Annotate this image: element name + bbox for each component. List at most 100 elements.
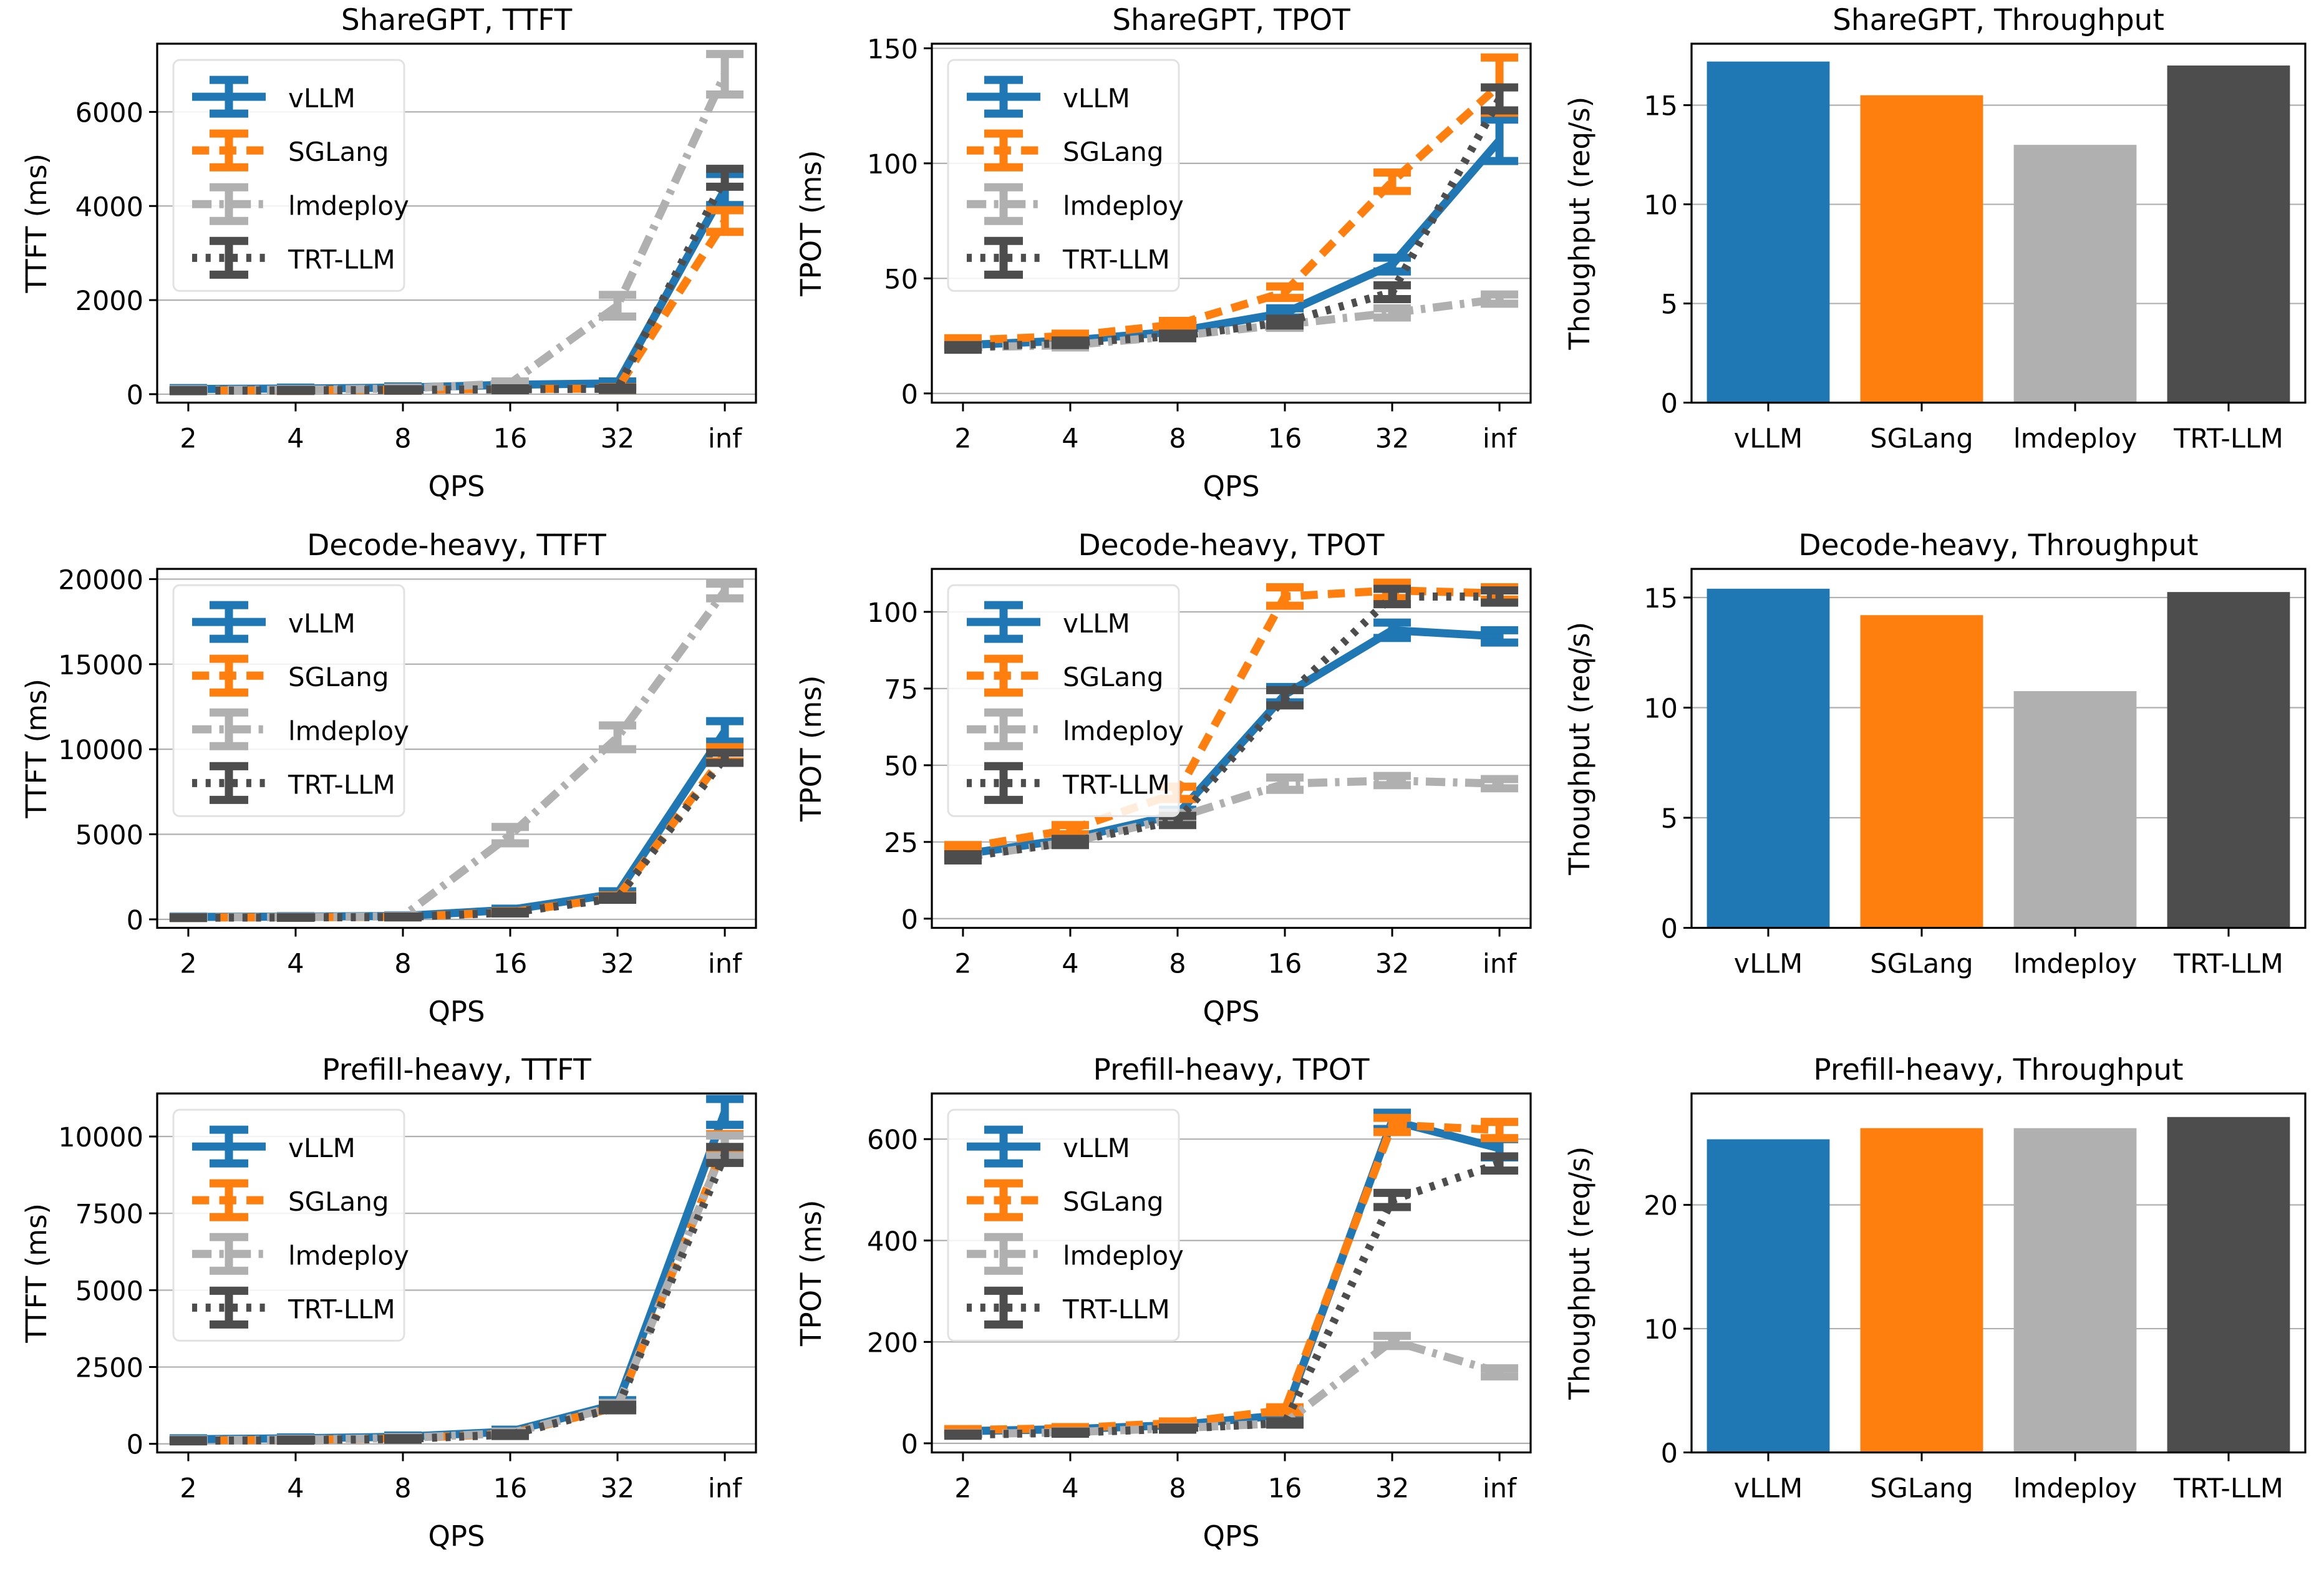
error-bar: [1481, 290, 1519, 308]
y-tick-label: 6000: [75, 97, 143, 128]
x-tick-label: 4: [287, 1473, 304, 1505]
y-tick-label: 400: [867, 1226, 918, 1258]
error-bar: [706, 206, 744, 236]
legend-box: [947, 584, 1180, 817]
y-tick-label: 0: [127, 905, 143, 936]
x-tick-label: inf: [1483, 1473, 1517, 1505]
y-axis-label: TTFT (ms): [20, 1203, 53, 1344]
error-bar: [1051, 336, 1089, 349]
legend-item-vLLM[interactable]: vLLM: [192, 601, 356, 643]
x-tick-label: 8: [1169, 948, 1186, 979]
legend-label: TRT-LLM: [1062, 244, 1170, 274]
legend-item-lmdeploy[interactable]: lmdeploy: [967, 708, 1184, 750]
error-bar: [706, 579, 744, 603]
legend-item-SGLang[interactable]: SGLang: [967, 654, 1164, 697]
error-bar: [944, 850, 982, 865]
legend-item-lmdeploy[interactable]: lmdeploy: [192, 708, 409, 750]
bar-rect: [1860, 1128, 1983, 1453]
x-tick-label: lmdeploy: [2013, 424, 2138, 455]
legend-item-vLLM[interactable]: vLLM: [967, 1125, 1130, 1168]
x-tick-label: 2: [954, 948, 971, 979]
error-bar: [384, 1434, 422, 1444]
bar-rect: [1707, 1139, 1830, 1453]
legend-label: lmdeploy: [1063, 715, 1184, 746]
legend-item-vLLM[interactable]: vLLM: [967, 601, 1130, 643]
bar-SGLang: [1860, 614, 1983, 928]
x-tick-label: 2: [180, 424, 196, 455]
legend-label: SGLang: [1063, 662, 1164, 692]
legend-item-TRT-LLM[interactable]: TRT-LLM: [192, 762, 395, 804]
panel-decode-tpot: Decode-heavy, TPOT 0 25 50 75 100 TPOT (ms) 2 4 8…: [775, 525, 1549, 1050]
legend-item-TRT-LLM[interactable]: TRT-LLM: [967, 236, 1170, 279]
bar-vLLM: [1707, 61, 1830, 403]
panel-prefill-ttft: Prefill-heavy, TTFT 0 2500 5000 7500 10000 TTF…: [0, 1050, 775, 1575]
x-tick-label: 16: [493, 424, 528, 455]
legend-item-TRT-LLM[interactable]: TRT-LLM: [967, 1287, 1170, 1329]
legend-item-TRT-LLM[interactable]: TRT-LLM: [967, 762, 1170, 804]
error-bar: [1373, 584, 1411, 608]
x-tick-label: 32: [1375, 1473, 1410, 1505]
legend-item-SGLang[interactable]: SGLang: [967, 129, 1164, 172]
y-tick-label: 10: [1644, 1314, 1678, 1345]
x-tick-label: SGLang: [1870, 948, 1973, 979]
legend-item-lmdeploy[interactable]: lmdeploy: [967, 183, 1184, 225]
x-tick-label: inf: [708, 424, 742, 455]
y-tick-label: 5: [1661, 289, 1678, 321]
error-bar: [706, 748, 744, 767]
y-tick-label: 0: [1661, 913, 1678, 944]
x-tick-label: 8: [1169, 1473, 1186, 1505]
x-tick-label: vLLM: [1734, 1473, 1803, 1505]
series-TRT-LLM: [944, 1152, 1519, 1440]
error-bar: [1481, 1118, 1519, 1143]
legend: vLLM SGLang lmdeploy TRT-LLM: [947, 59, 1184, 292]
bar-lmdeploy: [2013, 691, 2137, 928]
legend-box: [947, 1108, 1180, 1342]
legend-label: TRT-LLM: [1062, 769, 1170, 800]
legend-item-lmdeploy[interactable]: lmdeploy: [967, 1233, 1184, 1276]
legend: vLLM SGLang lmdeploy TRT-LLM: [172, 1108, 409, 1342]
bar-lmdeploy: [2013, 145, 2137, 403]
y-tick-label: 10: [1644, 693, 1678, 724]
error-bar: [1481, 775, 1519, 792]
x-tick-label: 4: [1062, 1473, 1078, 1505]
x-tick-label: 32: [1375, 948, 1410, 979]
panel-title: Decode-heavy, TTFT: [307, 528, 606, 563]
legend-item-TRT-LLM[interactable]: TRT-LLM: [192, 1287, 395, 1329]
y-tick-label: 100: [867, 598, 918, 629]
bar-TRT-LLM: [2167, 1117, 2290, 1453]
legend-item-vLLM[interactable]: vLLM: [192, 1125, 356, 1168]
legend-item-TRT-LLM[interactable]: TRT-LLM: [192, 236, 395, 279]
y-tick-label: 100: [867, 149, 918, 180]
legend-label: SGLang: [288, 662, 389, 692]
error-bar: [384, 912, 422, 921]
legend-label: TRT-LLM: [1062, 1294, 1170, 1325]
legend-item-vLLM[interactable]: vLLM: [967, 75, 1130, 118]
plot-frame: [931, 568, 1532, 929]
error-bar: [599, 291, 637, 321]
legend-item-vLLM[interactable]: vLLM: [192, 75, 356, 118]
legend-item-lmdeploy[interactable]: lmdeploy: [192, 1233, 409, 1276]
legend-item-SGLang[interactable]: SGLang: [192, 1179, 389, 1222]
legend-label: TRT-LLM: [288, 1294, 395, 1325]
legend-label: vLLM: [288, 608, 356, 639]
x-tick-label: vLLM: [1734, 424, 1803, 455]
legend-item-lmdeploy[interactable]: lmdeploy: [192, 183, 409, 225]
legend-item-SGLang[interactable]: SGLang: [192, 654, 389, 697]
bar-rect: [1707, 588, 1830, 928]
legend-label: vLLM: [1063, 608, 1130, 639]
legend-label: lmdeploy: [1063, 1241, 1184, 1271]
bar-vLLM: [1707, 1139, 1830, 1453]
error-bar: [1051, 1428, 1089, 1438]
legend-item-SGLang[interactable]: SGLang: [192, 129, 389, 172]
y-axis-label: Thoughput (req/s): [1563, 97, 1596, 351]
series-TRT-LLM: [169, 1143, 744, 1446]
y-tick-label: 20: [1644, 1191, 1678, 1222]
y-tick-label: 0: [901, 1429, 918, 1460]
y-tick-label: 25: [884, 827, 918, 858]
legend-item-SGLang[interactable]: SGLang: [967, 1179, 1164, 1222]
x-tick-label: inf: [708, 1473, 742, 1505]
plot-frame: [1690, 1092, 2307, 1454]
y-axis-label: Thoughput (req/s): [1563, 1146, 1596, 1400]
error-bar: [1481, 626, 1519, 647]
error-bar: [276, 913, 314, 922]
